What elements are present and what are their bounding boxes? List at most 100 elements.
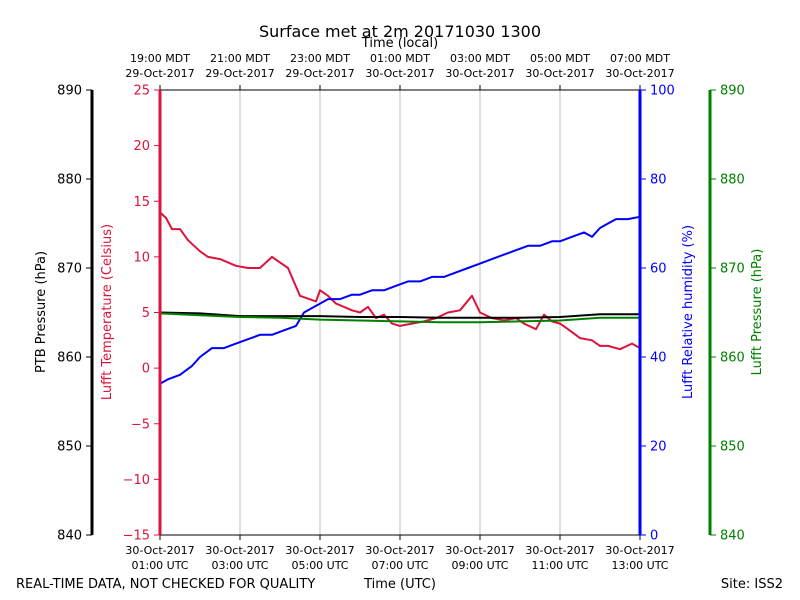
top-tick-date: 30-Oct-2017	[605, 67, 674, 80]
top-tick-date: 29-Oct-2017	[125, 67, 194, 80]
temp-axis-tick-label: 25	[133, 84, 150, 99]
rh-data-point	[359, 293, 361, 296]
lufft_p-data-point	[319, 318, 321, 321]
rh-data-point	[395, 284, 397, 287]
bottom-tick-time: 05:00 UTC	[291, 559, 348, 572]
ptb-axis-label: PTB Pressure (hPa)	[34, 251, 49, 373]
ptb-data-point	[599, 313, 601, 316]
temp-data-point	[383, 313, 385, 316]
top-tick-time: 19:00 MDT	[130, 52, 190, 65]
temp-data-point	[335, 302, 337, 305]
temp-data-point	[219, 258, 221, 260]
bottom-tick-date: 30-Oct-2017	[205, 544, 274, 557]
lufft_p-data-point	[559, 319, 561, 322]
lufft_p-data-point	[599, 316, 601, 319]
footer-site: Site: ISS2	[721, 577, 783, 592]
rh-data-point	[223, 347, 225, 349]
bottom-tick-date: 30-Oct-2017	[445, 544, 514, 557]
temp-data-point	[247, 267, 249, 269]
temp-data-point	[411, 322, 413, 325]
rh-data-point	[431, 276, 433, 278]
ptb-data-point	[559, 316, 561, 318]
temp-data-point	[391, 322, 393, 325]
rh-data-point	[319, 302, 321, 305]
rh-data-point	[503, 253, 505, 256]
chart-axes: 30-Oct-2017 01:00 UTC 19:00 MDT 29-Oct-2017…	[57, 52, 745, 572]
bottom-tick-time: 03:00 UTC	[211, 559, 268, 572]
ptb-axis-tick-label: 870	[57, 262, 82, 277]
temp-data-point	[471, 294, 473, 297]
top-tick-date: 30-Oct-2017	[525, 67, 594, 80]
rh-data-point	[551, 240, 553, 243]
rh-data-point	[271, 333, 273, 336]
rh-axis-label: Lufft Relative humidity (%)	[681, 225, 696, 399]
temp-data-point	[359, 311, 361, 314]
rh-data-point	[527, 244, 529, 247]
lufft-pressure-axis-tick-label: 860	[720, 351, 745, 366]
rh-data-point	[191, 365, 193, 367]
top-tick-time: 03:00 MDT	[450, 52, 510, 65]
temp-data-point	[567, 328, 569, 331]
temp-data-point	[599, 345, 601, 347]
rh-axis-tick-label: 0	[650, 529, 658, 544]
temp-data-point	[343, 306, 345, 308]
temp-axis-tick-label: −15	[123, 529, 150, 544]
bottom-tick-time: 01:00 UTC	[131, 559, 188, 572]
footer-quality-note: REAL-TIME DATA, NOT CHECKED FOR QUALITY	[16, 577, 315, 592]
rh-axis-tick-label: 40	[650, 351, 667, 366]
bottom-tick-date: 30-Oct-2017	[285, 544, 354, 557]
temp-data-point	[207, 256, 209, 258]
lufft-pressure-axis-tick-label: 880	[720, 173, 745, 188]
temp-axis-tick-label: 10	[133, 250, 150, 265]
temp-data-point	[327, 294, 329, 297]
top-tick-date: 29-Oct-2017	[205, 67, 274, 80]
rh-data-point	[515, 249, 517, 252]
temp-data-point	[187, 239, 189, 242]
rh-data-point	[339, 298, 341, 300]
lufft-pressure-axis-label: Lufft Pressure (hPa)	[750, 249, 765, 376]
temp-data-point	[351, 309, 353, 312]
lufft_p-data-point	[239, 316, 241, 318]
top-tick-time: 21:00 MDT	[210, 52, 270, 65]
ptb-data-point	[479, 316, 481, 319]
temp-data-point	[591, 339, 593, 342]
rh-data-point	[303, 311, 305, 314]
temp-data-point	[579, 337, 581, 339]
temp-axis-tick-label: 20	[133, 139, 150, 154]
rh-axis-tick-label: 100	[650, 84, 675, 99]
temp-data-point	[367, 306, 369, 308]
top-tick-time: 23:00 MDT	[290, 52, 350, 65]
bottom-tick-time: 13:00 UTC	[611, 559, 668, 572]
temp-axis-tick-label: 15	[133, 195, 150, 210]
rh-data-point	[295, 325, 297, 327]
temp-data-point	[447, 311, 449, 314]
lufft_p-data-point	[479, 321, 481, 324]
rh-data-point	[571, 235, 573, 238]
rh-data-point	[327, 298, 329, 300]
rh-data-point	[259, 333, 261, 336]
rh-axis-tick-label: 20	[650, 440, 667, 455]
temp-axis-tick-label: −10	[123, 473, 150, 488]
lufft_p-data-point	[439, 321, 441, 324]
bottom-tick-date: 30-Oct-2017	[365, 544, 434, 557]
lufft-pressure-axis-tick-label: 840	[720, 529, 745, 544]
ptb-data-point	[359, 316, 361, 318]
temp-data-point	[543, 313, 545, 316]
top-tick-time: 05:00 MDT	[530, 52, 590, 65]
temp-data-point	[631, 342, 633, 345]
temp-axis-tick-label: 5	[142, 306, 150, 321]
temp-data-point	[259, 267, 261, 269]
lufft_p-data-point	[279, 316, 281, 319]
temp-axis-label: Lufft Temperature (Celsius)	[100, 224, 115, 400]
rh-data-point	[235, 342, 237, 345]
top-tick-time: 01:00 MDT	[370, 52, 430, 65]
temp-data-point	[165, 217, 167, 219]
top-axis-label: Time (local)	[361, 36, 438, 51]
lufft-pressure-axis-tick-label: 890	[720, 84, 745, 99]
bottom-tick-time: 11:00 UTC	[531, 559, 588, 572]
rh-data-point	[167, 378, 169, 381]
temp-data-point	[559, 322, 561, 325]
ptb-axis-tick-label: 890	[57, 84, 82, 99]
rh-data-point	[351, 293, 353, 296]
